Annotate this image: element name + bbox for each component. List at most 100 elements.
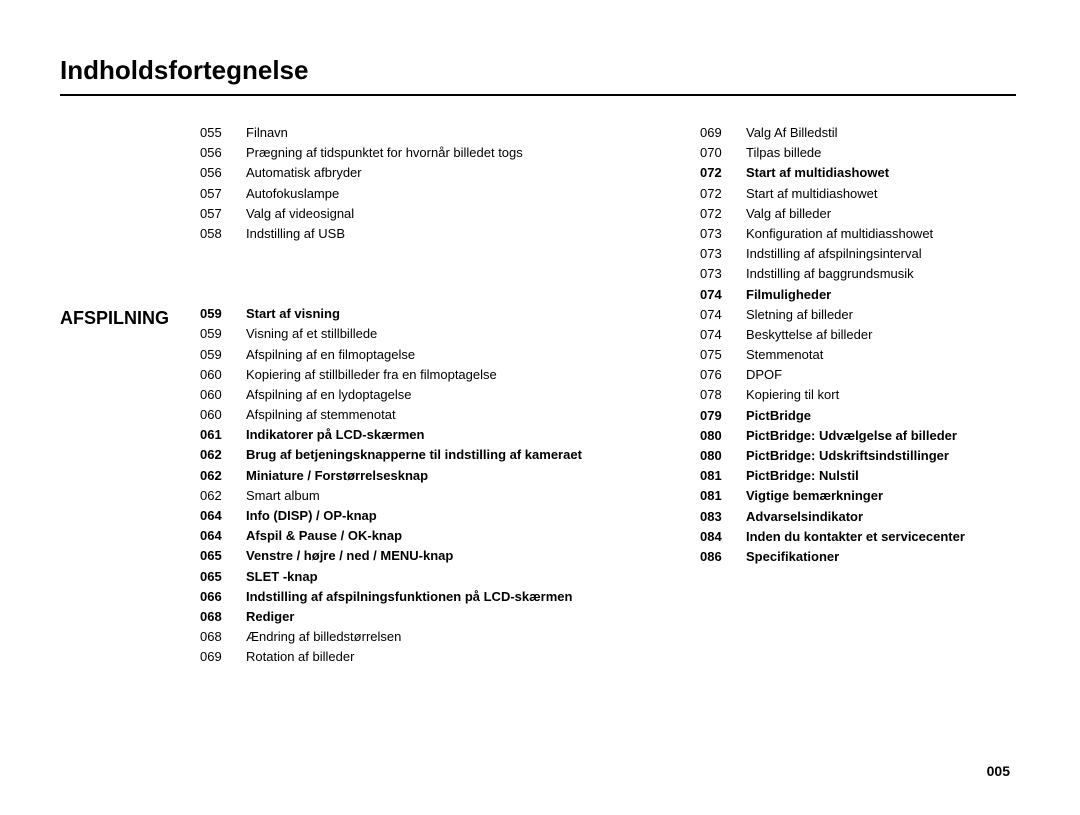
toc-page-ref: 064 [200, 527, 246, 545]
toc-entry: 084Inden du kontakter et servicecenter [700, 528, 1016, 546]
toc-entry-text: Start af multidiashowet [746, 164, 1016, 182]
toc-page-ref: 065 [200, 568, 246, 586]
toc-entry-text: Beskyttelse af billeder [746, 326, 1016, 344]
toc-page-ref: 072 [700, 164, 746, 182]
toc-entry-text: Prægning af tidspunktet for hvornår bill… [246, 144, 660, 162]
page-number: 005 [987, 763, 1010, 779]
toc-entry-text: Specifikationer [746, 548, 1016, 566]
toc-entry-text: Ændring af billedstørrelsen [246, 628, 660, 646]
toc-page-ref: 074 [700, 286, 746, 304]
document-page: Indholdsfortegnelse AFSPILNING 055Filnav… [0, 0, 1080, 709]
toc-entry: 056Automatisk afbryder [200, 164, 660, 182]
toc-page-ref: 059 [200, 346, 246, 364]
toc-entry-text: Autofokuslampe [246, 185, 660, 203]
toc-entry: 065SLET -knap [200, 568, 660, 586]
toc-entry-text: Info (DISP) / OP-knap [246, 507, 660, 525]
toc-entry: 073Indstilling af afspilningsinterval [700, 245, 1016, 263]
toc-entry: 058Indstilling af USB [200, 225, 660, 243]
toc-entry-text: DPOF [746, 366, 1016, 384]
toc-entry: 056Prægning af tidspunktet for hvornår b… [200, 144, 660, 162]
toc-entry-text: Filmuligheder [746, 286, 1016, 304]
spacer [200, 245, 660, 305]
toc-entry: 072Valg af billeder [700, 205, 1016, 223]
toc-entry-text: Miniature / Forstørrelsesknap [246, 467, 660, 485]
toc-entry-text: Vigtige bemærkninger [746, 487, 1016, 505]
toc-page-ref: 081 [700, 467, 746, 485]
toc-entry-text: Indstilling af USB [246, 225, 660, 243]
toc-entry: 074Sletning af billeder [700, 306, 1016, 324]
toc-entry-text: Rotation af billeder [246, 648, 660, 666]
toc-entry-text: PictBridge [746, 407, 1016, 425]
toc-entry-text: Automatisk afbryder [246, 164, 660, 182]
toc-entry: 062Smart album [200, 487, 660, 505]
toc-page-ref: 073 [700, 265, 746, 283]
toc-page-ref: 060 [200, 366, 246, 384]
toc-page-ref: 056 [200, 144, 246, 162]
toc-entry: 059Visning af et stillbillede [200, 325, 660, 343]
toc-page-ref: 070 [700, 144, 746, 162]
left-entries: 055Filnavn056Prægning af tidspunktet for… [200, 124, 660, 669]
toc-page-ref: 072 [700, 205, 746, 223]
toc-entry-text: Indstilling af afspilningsfunktionen på … [246, 588, 660, 606]
toc-page-ref: 060 [200, 406, 246, 424]
toc-entry-text: Indstilling af baggrundsmusik [746, 265, 1016, 283]
page-title: Indholdsfortegnelse [60, 55, 1016, 96]
toc-page-ref: 073 [700, 225, 746, 243]
toc-entry: 057Valg af videosignal [200, 205, 660, 223]
toc-page-ref: 059 [200, 325, 246, 343]
toc-entry: 081Vigtige bemærkninger [700, 487, 1016, 505]
toc-entry: 081PictBridge: Nulstil [700, 467, 1016, 485]
toc-entry-text: Advarselsindikator [746, 508, 1016, 526]
toc-page-ref: 080 [700, 447, 746, 465]
toc-page-ref: 081 [700, 487, 746, 505]
toc-page-ref: 065 [200, 547, 246, 565]
toc-entry: 064Afspil & Pause / OK-knap [200, 527, 660, 545]
toc-page-ref: 061 [200, 426, 246, 444]
toc-entry-text: Indikatorer på LCD-skærmen [246, 426, 660, 444]
toc-entry-text: Filnavn [246, 124, 660, 142]
toc-entry: 079PictBridge [700, 407, 1016, 425]
section-label-column: AFSPILNING [60, 124, 200, 669]
toc-page-ref: 086 [700, 548, 746, 566]
toc-entry-text: Start af visning [246, 305, 660, 323]
toc-entry-text: Afspilning af en lydoptagelse [246, 386, 660, 404]
toc-page-ref: 062 [200, 446, 246, 464]
toc-entry-text: Valg af billeder [746, 205, 1016, 223]
toc-page-ref: 079 [700, 407, 746, 425]
toc-page-ref: 072 [700, 185, 746, 203]
toc-entry-text: Valg Af Billedstil [746, 124, 1016, 142]
toc-page-ref: 069 [200, 648, 246, 666]
toc-page-ref: 068 [200, 608, 246, 626]
toc-page-ref: 078 [700, 386, 746, 404]
toc-entry: 072Start af multidiashowet [700, 164, 1016, 182]
toc-entry: 060Kopiering af stillbilleder fra en fil… [200, 366, 660, 384]
toc-page-ref: 055 [200, 124, 246, 142]
toc-entry: 055Filnavn [200, 124, 660, 142]
toc-entry: 057Autofokuslampe [200, 185, 660, 203]
toc-entry: 069Valg Af Billedstil [700, 124, 1016, 142]
toc-entry: 076DPOF [700, 366, 1016, 384]
toc-page-ref: 080 [700, 427, 746, 445]
toc-page-ref: 064 [200, 507, 246, 525]
toc-entry: 068Ændring af billedstørrelsen [200, 628, 660, 646]
toc-entry-text: PictBridge: Udvælgelse af billeder [746, 427, 1016, 445]
toc-page-ref: 075 [700, 346, 746, 364]
toc-entry: 080PictBridge: Udvælgelse af billeder [700, 427, 1016, 445]
toc-entry: 062Miniature / Forstørrelsesknap [200, 467, 660, 485]
toc-entry: 080PictBridge: Udskriftsindstillinger [700, 447, 1016, 465]
toc-entry: 060Afspilning af stemmenotat [200, 406, 660, 424]
toc-entry: 073Konfiguration af multidiasshowet [700, 225, 1016, 243]
toc-entry: 065Venstre / højre / ned / MENU-knap [200, 547, 660, 565]
toc-entry-text: Tilpas billede [746, 144, 1016, 162]
toc-entry-text: Stemmenotat [746, 346, 1016, 364]
toc-entry: 061Indikatorer på LCD-skærmen [200, 426, 660, 444]
toc-page-ref: 076 [700, 366, 746, 384]
toc-entry: 064Info (DISP) / OP-knap [200, 507, 660, 525]
toc-page-ref: 069 [700, 124, 746, 142]
toc-page-ref: 059 [200, 305, 246, 323]
toc-page-ref: 062 [200, 487, 246, 505]
toc-entry-text: PictBridge: Udskriftsindstillinger [746, 447, 1016, 465]
toc-page-ref: 074 [700, 326, 746, 344]
toc-entry-text: Sletning af billeder [746, 306, 1016, 324]
toc-entry-text: Brug af betjeningsknapperne til indstill… [246, 446, 660, 464]
